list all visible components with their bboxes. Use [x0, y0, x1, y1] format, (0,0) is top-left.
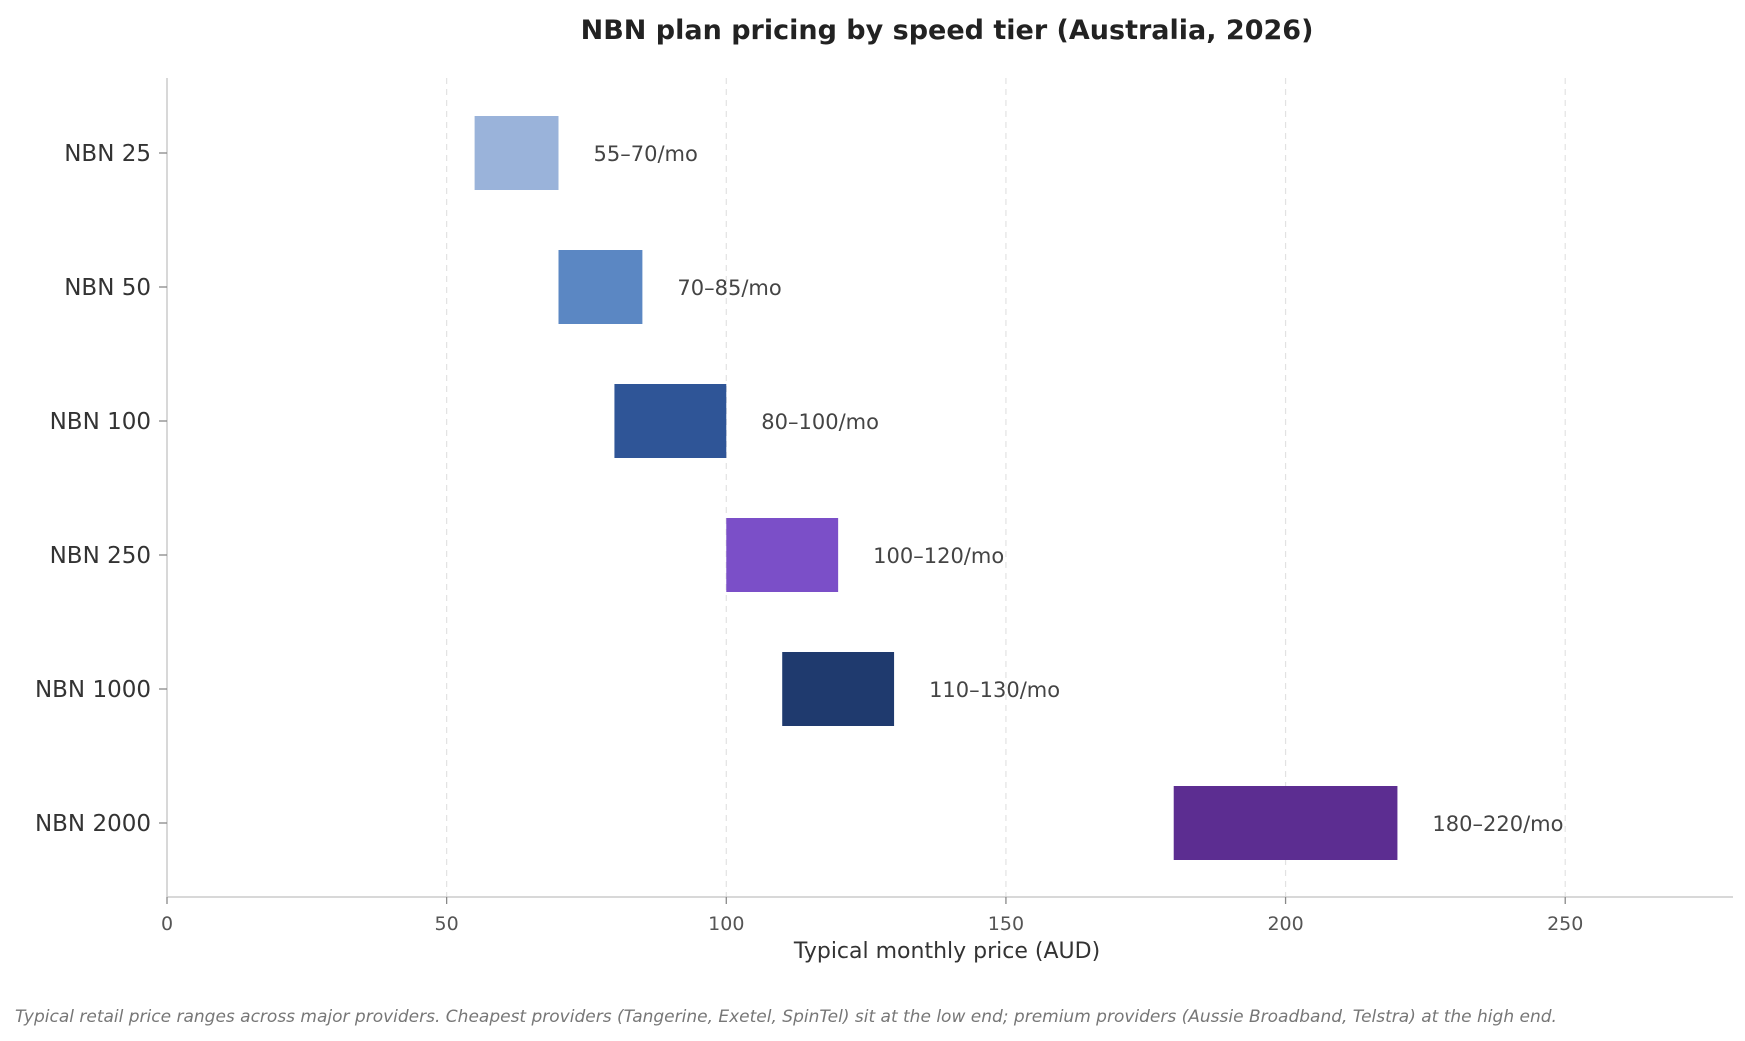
category-label: NBN 50 [64, 275, 151, 301]
bar-value-label: 180–220/mo [1432, 812, 1563, 836]
x-tick-label: 200 [1267, 913, 1303, 935]
footnote: Typical retail price ranges across major… [15, 1007, 1557, 1027]
axes: 0 50 100 150 200 250 NBN 25 NBN 50 NBN 100 NBN 25… [35, 78, 1733, 935]
price-range-bar [558, 250, 643, 324]
category-label: NBN 25 [64, 141, 151, 167]
chart-title: NBN plan pricing by speed tier (Australi… [581, 15, 1314, 46]
x-axis-title: Typical monthly price (AUD) [793, 939, 1100, 964]
x-tick-label: 150 [988, 913, 1024, 935]
bar-value-label: 70–85/mo [677, 276, 781, 300]
price-range-bar [782, 652, 895, 726]
x-tick-label: 100 [708, 913, 744, 935]
bar-value-label: 100–120/mo [873, 544, 1004, 568]
bar-value-label: 110–130/mo [929, 678, 1060, 702]
price-range-bar [726, 518, 839, 592]
x-tick-label: 250 [1547, 913, 1583, 935]
price-range-bar [614, 384, 727, 458]
category-label: NBN 1000 [35, 677, 151, 703]
price-range-bar [1173, 786, 1398, 860]
x-tick-label: 0 [161, 913, 173, 935]
bar-value-label: 55–70/mo [594, 142, 698, 166]
bars: 55–70/mo 70–85/mo 80–100/mo 100–120/mo 110–1… [474, 116, 1563, 860]
category-label: NBN 250 [50, 543, 151, 569]
grid-lines [446, 78, 1566, 897]
category-label: NBN 100 [50, 409, 151, 435]
bar-value-label: 80–100/mo [761, 410, 879, 434]
category-label: NBN 2000 [35, 811, 151, 837]
price-range-bar [474, 116, 559, 190]
x-tick-label: 50 [435, 913, 459, 935]
